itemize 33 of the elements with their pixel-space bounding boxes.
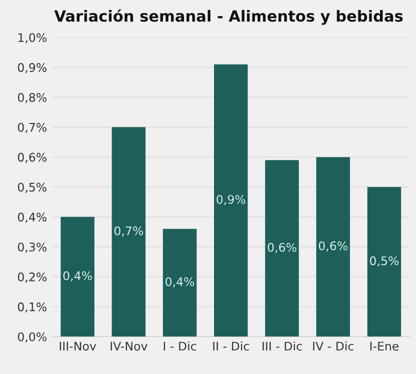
y-tick-label: 0,2% [18,272,46,283]
data-label: 0,9% [216,194,246,206]
data-label: 0,4% [166,277,194,288]
x-tick-label: IV-Nov [110,342,148,351]
data-label: 0,5% [370,256,399,266]
x-tick-label: IV - Dic [313,341,354,351]
y-tick-label: 0,3% [18,242,46,253]
bar [265,160,299,337]
bar [316,157,350,337]
bar [112,127,146,337]
data-label: 0,7% [114,226,144,237]
y-tick-label: 0,8% [18,92,46,104]
y-tick-label: 0,6% [18,152,46,163]
chart-title: Variación semanal - Alimentos y bebidas [54,9,403,25]
y-tick-label: 0,5% [18,182,46,193]
x-tick-label: II - Dic [213,341,249,351]
data-label: 0,6% [318,241,348,252]
y-tick-label: 0,9% [18,63,46,74]
y-tick-label: 0,1% [18,302,46,313]
y-tick-label: 1,0% [18,33,46,44]
x-tick-label: I-Ene [370,342,399,351]
y-tick-label: 0,0% [18,332,46,342]
x-tick-label: III - Dic [262,341,302,351]
bar [214,64,248,337]
y-tick-label: 0,7% [18,122,46,134]
x-tick-label: III-Nov [60,342,96,351]
data-label: 0,4% [63,271,92,282]
bar [60,216,94,337]
y-tick-label: 0,4% [18,212,46,223]
bar [162,228,197,337]
data-label: 0,6% [268,242,296,253]
bar [367,187,402,337]
x-tick-label: I - Dic [164,341,196,351]
